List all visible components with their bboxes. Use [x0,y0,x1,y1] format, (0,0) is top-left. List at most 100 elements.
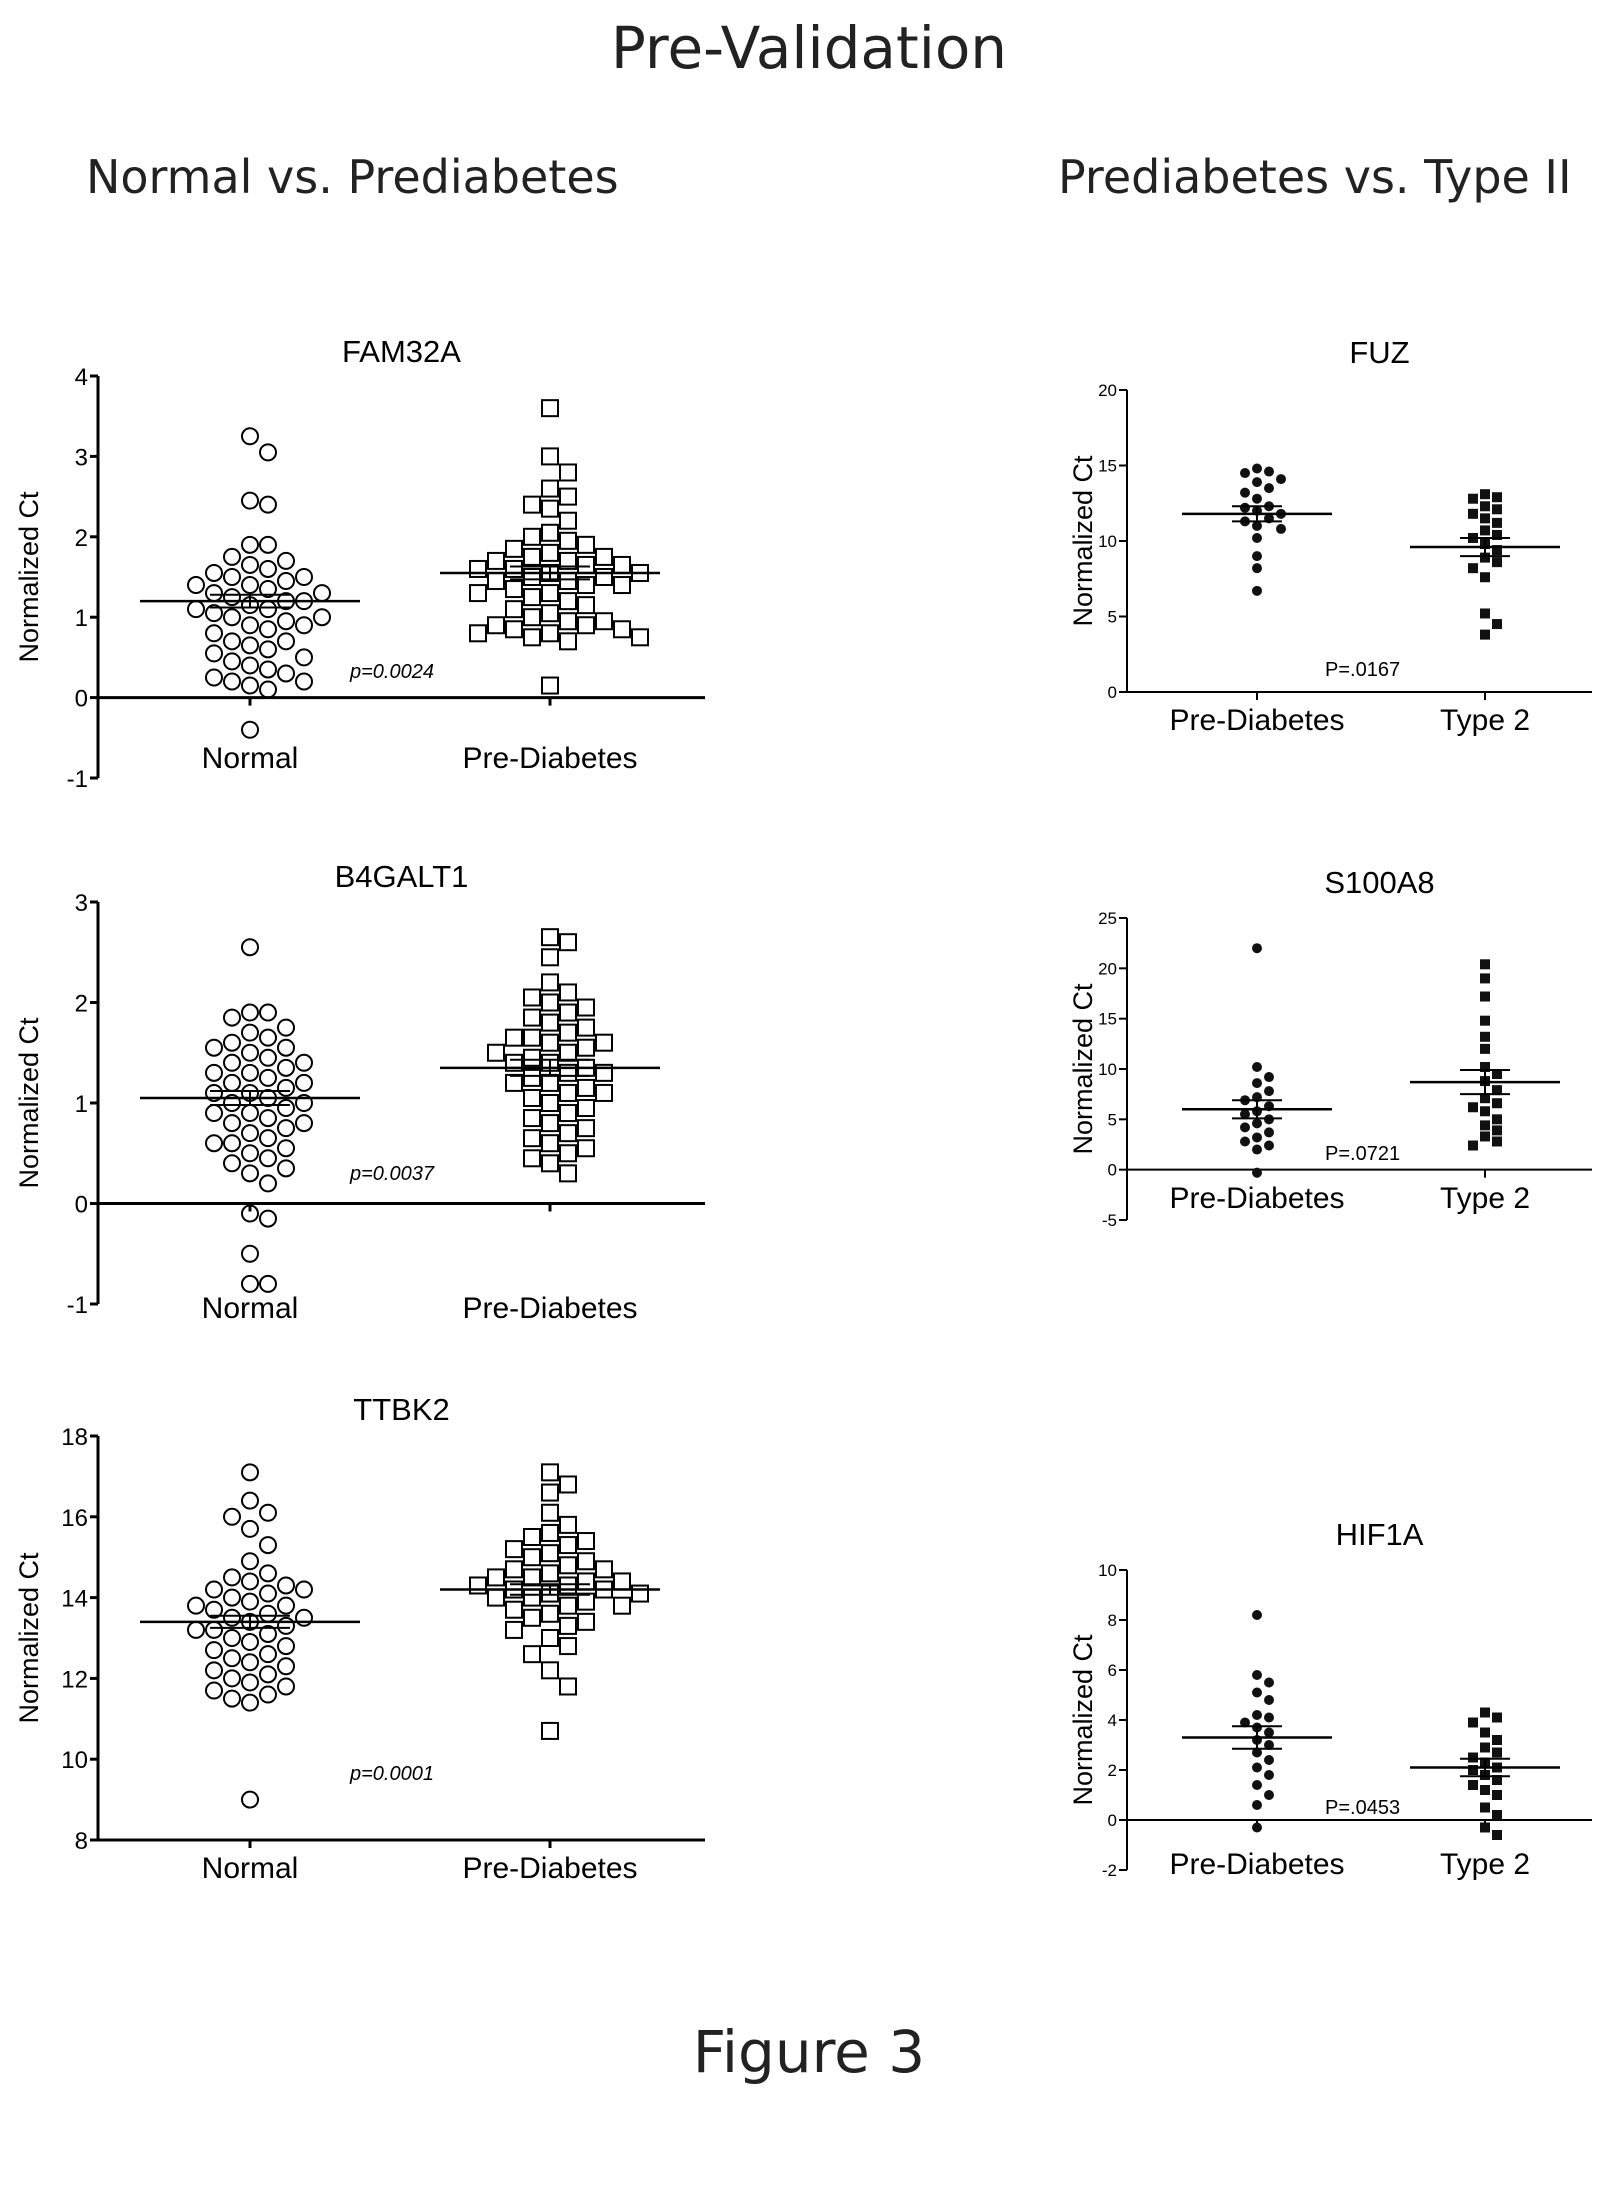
data-point [223,1008,241,1027]
data-point [1264,483,1274,494]
data-point [559,531,577,550]
data-point [1492,1136,1502,1147]
data-point [1240,468,1250,479]
data-point [259,580,277,599]
data-point [559,1677,577,1696]
data-point [559,1576,577,1595]
data-point [595,1033,613,1052]
data-point [559,1104,577,1123]
data-point [277,1058,295,1077]
x-category-label: Normal [202,742,299,775]
data-point [523,988,541,1007]
data-point [559,632,577,651]
data-point [1264,1790,1274,1800]
x-category-label: Pre-Diabetes [462,742,637,775]
data-point [295,1094,313,1112]
data-point [595,1063,613,1082]
data-point [1252,1747,1262,1758]
data-point [1480,973,1490,984]
x-category-label: Pre-Diabetes [1169,704,1344,737]
y-tick-label: 3 [75,890,88,917]
data-point [541,1721,559,1740]
data-point [259,535,277,554]
y-tick-label: 5 [1108,608,1117,627]
data-point [1480,1043,1490,1054]
data-point [223,1629,241,1647]
right-column-heading: Prediabetes vs. Type II [1058,150,1572,204]
data-point [559,1063,577,1082]
data-point [259,1685,277,1704]
data-point [469,584,487,603]
data-point [1480,1131,1490,1142]
data-point [241,1003,259,1022]
y-tick-label: 0 [1108,1811,1117,1830]
data-point [559,1023,577,1042]
y-tick-label: 12 [61,1666,88,1693]
data-point [277,1018,295,1037]
data-point [205,1063,223,1082]
data-point [523,1645,541,1664]
data-point [1480,489,1490,500]
data-point [241,1244,259,1263]
x-category-label: Normal [202,1292,299,1325]
hif1a-chart-title: HIF1A [1336,1517,1424,1552]
data-point [259,1109,277,1128]
fuz-p-value: P=.0167 [1325,659,1400,681]
y-tick-label: -1 [67,1292,88,1319]
data-point [241,427,259,446]
s100a8-y-axis-label: Normalized Ct [1068,983,1098,1155]
data-point [241,1592,259,1611]
x-category-label: Pre-Diabetes [1169,1848,1344,1881]
data-point [559,1164,577,1183]
y-tick-label: 4 [75,364,88,391]
b4galt1-chart-title: B4GALT1 [335,859,469,894]
data-point [259,443,277,462]
data-point [1480,1707,1490,1718]
data-point [1264,1140,1274,1151]
data-point [1480,991,1490,1002]
data-point [523,588,541,607]
y-tick-label: 25 [1098,909,1117,928]
y-tick-label: 10 [1098,1060,1117,1079]
data-point [523,1129,541,1148]
fuz-y-axis-label: Normalized Ct [1068,455,1098,627]
data-point [223,1608,241,1627]
data-point [1264,1727,1274,1738]
data-point [1492,529,1502,540]
data-point [541,399,559,418]
data-point [241,1043,259,1062]
fuz-chart-title: FUZ [1349,335,1409,370]
data-point [277,1119,295,1138]
data-point [295,1580,313,1599]
data-point [523,1528,541,1546]
y-tick-label: 2 [1108,1761,1117,1780]
data-point [577,576,595,595]
y-tick-label: 10 [1098,1561,1117,1580]
data-point [223,608,241,627]
data-point [223,1568,241,1587]
data-point [205,1134,223,1153]
data-point [577,1532,595,1551]
data-point [223,568,241,586]
data-point [241,1491,259,1510]
data-point [541,447,559,466]
data-point [487,551,505,570]
data-point [1480,1742,1490,1753]
data-point [1252,585,1262,596]
data-point [277,664,295,683]
data-point [577,535,595,554]
data-point [1480,1802,1490,1813]
data-point [523,1008,541,1027]
y-tick-label: 6 [1108,1661,1117,1680]
data-point [259,1068,277,1087]
ttbk2-y-axis-label: Normalized Ct [14,1552,44,1724]
y-tick-label: 2 [75,991,88,1018]
data-point [577,1119,595,1138]
data-point [1468,493,1478,504]
data-point [559,1616,577,1635]
y-tick-label: 18 [61,1424,88,1451]
data-point [1264,466,1274,477]
data-point [259,1536,277,1555]
